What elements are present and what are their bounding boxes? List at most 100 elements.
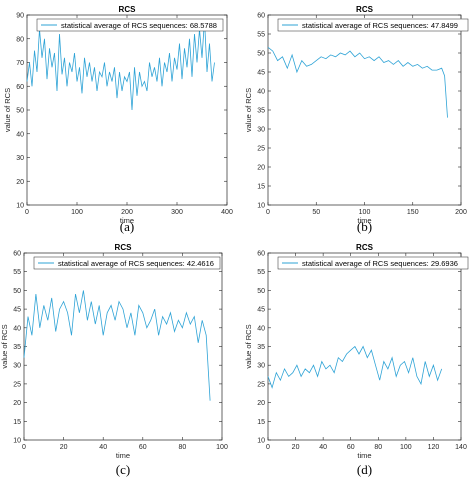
x-tick-label: 40	[319, 444, 327, 451]
y-tick-label: 55	[257, 269, 265, 276]
y-tick-label: 40	[13, 325, 21, 332]
chart-panel-1: 0 50 100 150 200 10 15 20 25 30 35 40 45 50 55 60 RCS tim…	[244, 5, 469, 234]
legend-box	[33, 256, 221, 270]
x-axis-label: time	[357, 216, 371, 225]
x-axis-label: time	[116, 451, 130, 460]
legend-text: statistical average of RCS sequences: 42…	[58, 259, 214, 268]
x-tick-label: 100	[400, 444, 412, 451]
x-tick-label: 120	[428, 444, 440, 451]
x-tick-label: 60	[139, 444, 147, 451]
y-tick-label: 60	[13, 251, 21, 258]
legend-text: statistical average of RCS sequences: 29…	[302, 259, 458, 268]
x-tick-label: 0	[22, 444, 26, 451]
panel-label: (a)	[120, 219, 134, 234]
y-tick-label: 20	[257, 400, 265, 407]
y-tick-label: 90	[16, 13, 24, 20]
y-tick-label: 50	[13, 288, 21, 295]
x-tick-label: 400	[221, 209, 233, 216]
y-tick-label: 60	[257, 251, 265, 258]
y-axis-label: value of RCS	[244, 88, 253, 132]
x-axis-label: time	[120, 216, 134, 225]
chart-panel-0: 0 100 200 300 400 10 20 30 40 50 60 70 80 90 RCS time va…	[3, 5, 233, 234]
plot-frame	[267, 14, 462, 206]
y-tick-label: 45	[13, 307, 21, 314]
y-tick-label: 10	[257, 203, 265, 210]
y-tick-label: 20	[257, 165, 265, 172]
x-tick-label: 80	[374, 444, 382, 451]
y-tick-label: 80	[16, 36, 24, 43]
panel-label: (d)	[357, 462, 372, 477]
y-tick-label: 45	[257, 307, 265, 314]
y-tick-label: 50	[16, 108, 24, 115]
y-tick-label: 60	[257, 13, 265, 20]
x-axis-label: time	[357, 451, 371, 460]
legend-text: statistical average of RCS sequences: 68…	[61, 21, 217, 30]
series-line	[267, 345, 443, 389]
chart-title: RCS	[356, 5, 374, 14]
y-tick-label: 25	[257, 381, 265, 388]
y-axis-label: value of RCS	[0, 324, 9, 368]
y-tick-label: 35	[13, 344, 21, 351]
x-tick-label: 300	[171, 209, 183, 216]
x-tick-label: 0	[266, 209, 270, 216]
x-tick-label: 140	[455, 444, 467, 451]
y-tick-label: 55	[257, 32, 265, 39]
chart-title: RCS	[356, 243, 374, 252]
x-tick-label: 100	[216, 444, 228, 451]
y-tick-label: 30	[257, 127, 265, 134]
y-tick-label: 15	[257, 184, 265, 191]
y-axis-label: value of RCS	[244, 324, 253, 368]
chart-panel-2: 0 20 40 60 80 100 10 15 20 25 30 35 40 45 50 55 60 RCS tim…	[0, 243, 228, 477]
y-tick-label: 15	[257, 419, 265, 426]
x-tick-label: 50	[312, 209, 320, 216]
y-tick-label: 35	[257, 344, 265, 351]
legend-box	[277, 256, 469, 270]
panel-label: (b)	[357, 219, 372, 234]
panel-label: (c)	[116, 462, 130, 477]
legend-box	[277, 18, 469, 32]
x-tick-label: 100	[71, 209, 83, 216]
plot-frame	[267, 252, 462, 441]
x-tick-label: 150	[407, 209, 419, 216]
series-line	[267, 46, 448, 118]
x-tick-label: 20	[60, 444, 68, 451]
x-tick-label: 200	[455, 209, 467, 216]
y-tick-label: 25	[257, 146, 265, 153]
y-tick-label: 40	[16, 131, 24, 138]
y-tick-label: 30	[257, 363, 265, 370]
x-tick-label: 80	[179, 444, 187, 451]
x-tick-label: 0	[266, 444, 270, 451]
y-tick-label: 70	[16, 60, 24, 67]
y-tick-label: 60	[16, 84, 24, 91]
series-line	[26, 19, 215, 111]
x-tick-label: 0	[25, 209, 29, 216]
x-tick-label: 60	[347, 444, 355, 451]
series-line	[23, 290, 211, 401]
plot-frame	[26, 14, 228, 206]
plot-frame	[23, 252, 223, 441]
x-tick-label: 100	[359, 209, 371, 216]
chart-panel-3: 0 20 40 60 80 100 120 140 10 15 20 25 30 35 40 45 50 55 60…	[244, 243, 469, 477]
y-tick-label: 20	[13, 400, 21, 407]
y-tick-label: 55	[13, 269, 21, 276]
x-tick-label: 200	[121, 209, 133, 216]
x-tick-label: 40	[99, 444, 107, 451]
chart-title: RCS	[115, 243, 133, 252]
y-tick-label: 50	[257, 288, 265, 295]
chart-title: RCS	[119, 5, 137, 14]
y-tick-label: 10	[16, 203, 24, 210]
y-tick-label: 10	[13, 438, 21, 445]
y-tick-label: 40	[257, 325, 265, 332]
y-tick-label: 50	[257, 51, 265, 58]
y-tick-label: 30	[13, 363, 21, 370]
y-tick-label: 45	[257, 70, 265, 77]
x-tick-label: 20	[292, 444, 300, 451]
y-tick-label: 25	[13, 381, 21, 388]
y-axis-label: value of RCS	[3, 88, 12, 132]
y-tick-label: 40	[257, 89, 265, 96]
y-tick-label: 30	[16, 155, 24, 162]
y-tick-label: 15	[13, 419, 21, 426]
y-tick-label: 10	[257, 438, 265, 445]
y-tick-label: 35	[257, 108, 265, 115]
